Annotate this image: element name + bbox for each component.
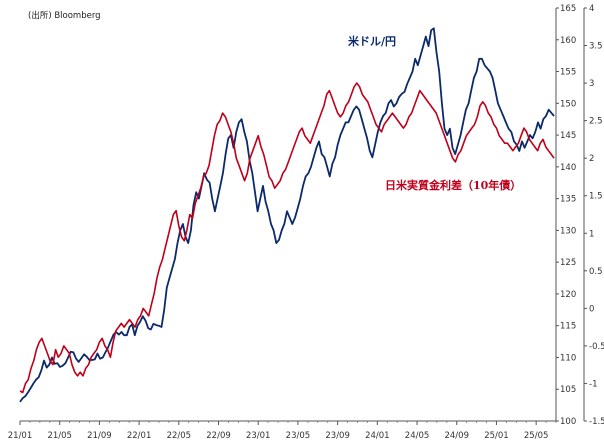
y-left-tick-label: 160 [560, 36, 576, 46]
y-right-tick-label: -1.5 [589, 417, 604, 427]
x-tick-label: 22/01 [127, 431, 152, 441]
series-lines [19, 27, 555, 403]
y-right-tick-label: 3.5 [589, 42, 603, 52]
usdjpy-line [19, 27, 555, 403]
y-right-tick-label: -1 [589, 379, 597, 389]
y-left-tick-label: 105 [560, 385, 576, 395]
y-left-tick-label: 140 [560, 163, 576, 173]
y-right-tick-label: 2.5 [589, 117, 603, 127]
y-right-tick-label: 1 [589, 229, 594, 239]
y-left-tick-label: 100 [560, 417, 576, 427]
y-left-tick-label: 130 [560, 226, 576, 236]
x-tick-label: 23/05 [286, 431, 311, 441]
y-right-tick-label: 0 [589, 304, 594, 314]
x-tick-label: 25/01 [484, 431, 509, 441]
y-left-tick-label: 165 [560, 4, 576, 14]
x-tick-label: 24/05 [405, 431, 430, 441]
series-label-usdjpy: 米ドル/円 [347, 34, 396, 48]
x-tick-label: 22/05 [167, 431, 192, 441]
y-right-tick-label: 4 [589, 4, 594, 14]
y-left-tick-label: 155 [560, 68, 576, 78]
x-tick-label: 21/09 [87, 431, 112, 441]
y-right-tick-label: 1.5 [589, 192, 603, 202]
y-left-tick-label: 110 [560, 353, 576, 363]
series-label-rate-diff: 日米実質金利差（10年債） [385, 178, 521, 192]
source-label: (出所) Bloomberg [28, 10, 101, 21]
y-right-tick-label: 2 [589, 154, 594, 164]
x-tick-label: 24/01 [365, 431, 390, 441]
x-tick-label: 21/01 [8, 431, 33, 441]
y-left-tick-label: 115 [560, 322, 576, 332]
x-tick-label: 22/09 [206, 431, 231, 441]
x-tick-label: 25/05 [524, 431, 549, 441]
y-left-tick-label: 145 [560, 131, 576, 141]
y-right-tick-label: 3 [589, 79, 594, 89]
y-right-tick-label: -0.5 [589, 342, 604, 352]
x-tick-label: 23/01 [246, 431, 271, 441]
y-right-tick-label: 0.5 [589, 267, 603, 277]
y-left-tick-label: 125 [560, 258, 576, 268]
y-left-tick-label: 120 [560, 290, 576, 300]
x-tick-label: 23/09 [325, 431, 350, 441]
x-tick-label: 24/09 [444, 431, 469, 441]
y-left-tick-label: 135 [560, 195, 576, 205]
y-left-tick-label: 150 [560, 99, 576, 109]
rate-diff-line [19, 82, 555, 394]
axes: 21/01 21/05 21/09 22/01 22/05 22/09 23/01 23/05… [8, 4, 604, 441]
x-tick-label: 21/05 [47, 431, 72, 441]
